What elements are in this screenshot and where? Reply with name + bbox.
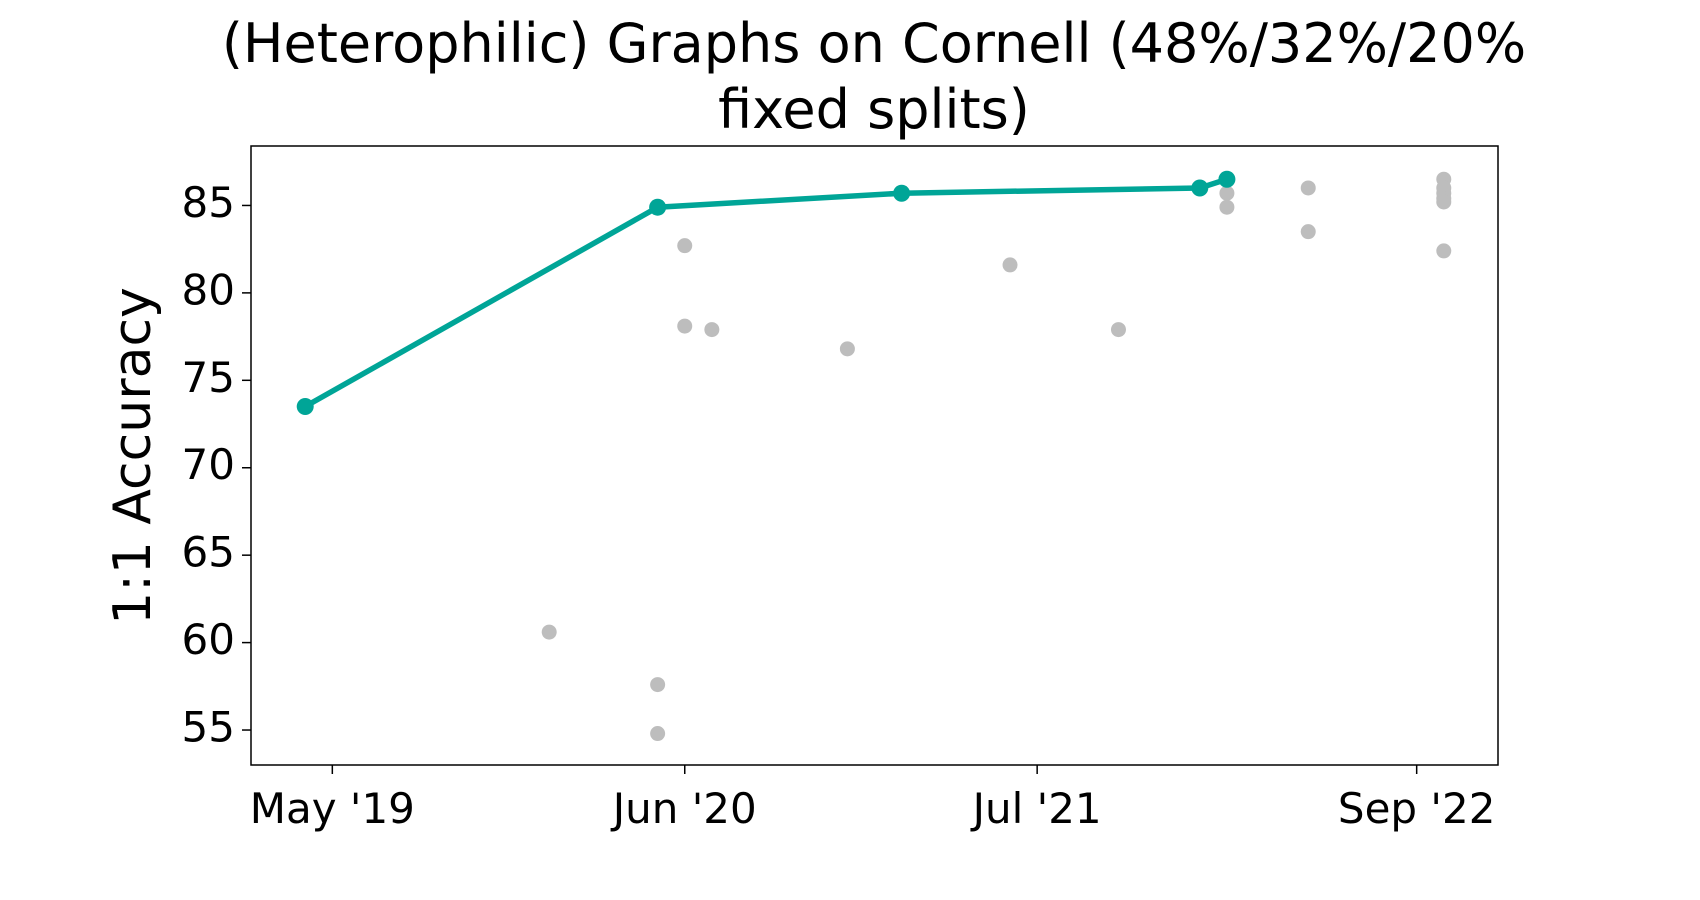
plot-frame	[250, 145, 1499, 766]
point	[296, 398, 314, 416]
y-tick-label: 85	[182, 178, 235, 227]
point	[1300, 180, 1316, 196]
point	[839, 341, 855, 357]
point	[704, 322, 720, 338]
y-axis-label: 1:1 Accuracy	[103, 287, 163, 625]
point	[893, 184, 911, 202]
point	[649, 198, 667, 216]
x-tick-label: Jun '20	[610, 784, 757, 833]
point	[1219, 185, 1235, 201]
y-tick-label: 60	[182, 615, 235, 664]
point	[1436, 243, 1452, 259]
point	[650, 677, 666, 693]
point	[1002, 257, 1018, 273]
point	[1110, 322, 1126, 338]
x-tick-label: Sep '22	[1338, 784, 1496, 833]
y-tick-label: 70	[182, 440, 235, 489]
y-tick-label: 55	[182, 703, 235, 752]
point	[541, 624, 557, 640]
point	[1219, 199, 1235, 215]
y-tick-label: 75	[182, 353, 235, 402]
x-tick-label: May '19	[250, 784, 415, 833]
chart-title: fixed splits)	[718, 78, 1030, 141]
y-tick-label: 65	[182, 528, 235, 577]
point	[677, 238, 693, 254]
y-tick-label: 80	[182, 265, 235, 314]
x-tick-label: Jul '21	[970, 784, 1102, 833]
point	[650, 726, 666, 742]
point	[1191, 179, 1209, 197]
point	[677, 318, 693, 334]
chart-title: (Heterophilic) Graphs on Cornell (48%/32…	[222, 12, 1526, 75]
point	[1436, 194, 1452, 210]
point	[1300, 224, 1316, 240]
point	[1218, 170, 1236, 188]
